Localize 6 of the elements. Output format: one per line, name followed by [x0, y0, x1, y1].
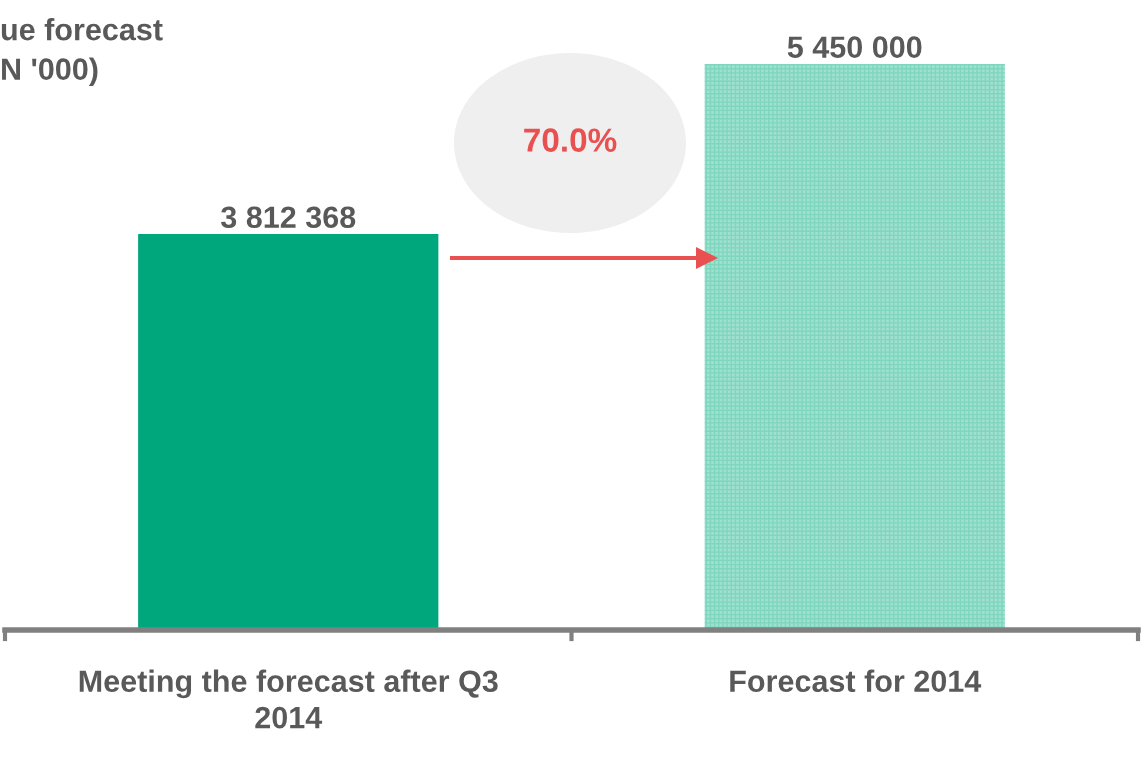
x-tick-label: Meeting the forecast after Q3 2014 [79, 669, 498, 729]
annotation: 70.0% [524, 128, 617, 152]
x-tick-label: Forecast for 2014 [730, 669, 982, 693]
data-label: 5 450 000 [787, 36, 922, 58]
data-label: 3 812 368 [220, 206, 356, 229]
chart-title: ue forecast N '000) [1, 18, 163, 87]
